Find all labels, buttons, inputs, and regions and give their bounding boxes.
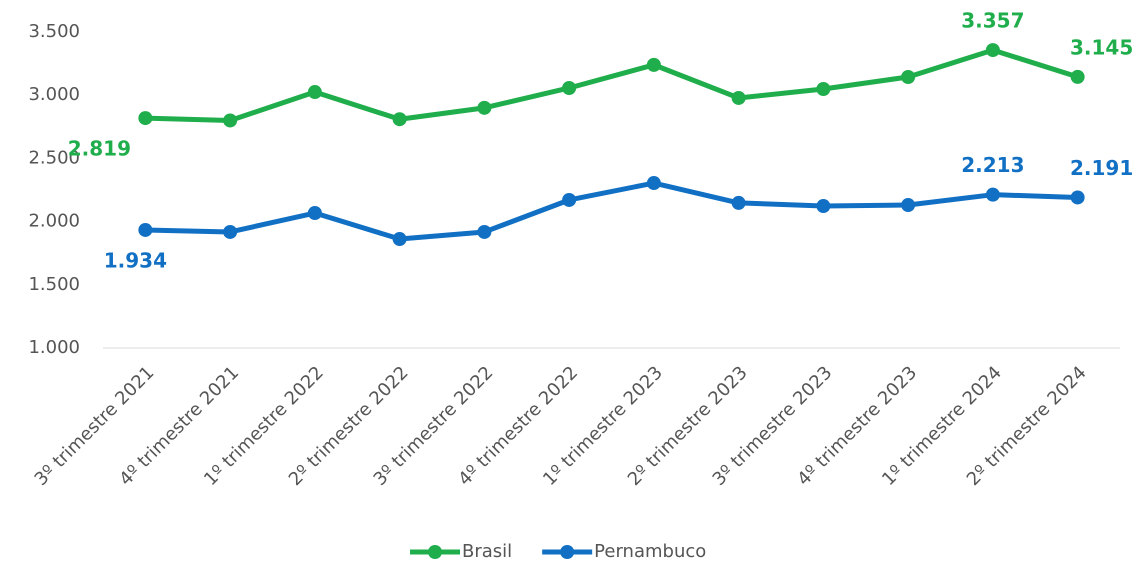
- point: [646, 176, 661, 191]
- data-label: 3.357: [961, 9, 1024, 33]
- point: [901, 69, 916, 84]
- point: [223, 113, 238, 128]
- data-label: 2.191: [1070, 156, 1133, 180]
- y-tick-label: 2.500: [28, 147, 80, 168]
- legend-label: Pernambuco: [594, 541, 706, 562]
- legend-marker: [428, 545, 442, 559]
- point: [223, 224, 238, 239]
- point: [1070, 69, 1085, 84]
- point: [138, 111, 153, 126]
- y-tick-label: 1.500: [28, 274, 80, 295]
- point: [138, 222, 153, 237]
- point: [477, 100, 492, 115]
- point: [392, 112, 407, 127]
- point: [816, 82, 831, 97]
- y-tick-label: 3.000: [28, 84, 80, 105]
- point: [477, 224, 492, 239]
- legend-label: Brasil: [462, 541, 512, 562]
- point: [307, 206, 322, 221]
- point: [562, 192, 577, 207]
- point: [1070, 190, 1085, 205]
- data-label: 2.819: [68, 137, 131, 161]
- y-tick-label: 1.000: [28, 337, 80, 358]
- point: [392, 232, 407, 247]
- point: [816, 199, 831, 214]
- data-label: 3.145: [1070, 35, 1133, 59]
- line: [145, 180, 1078, 242]
- point: [646, 57, 661, 72]
- point: [562, 80, 577, 95]
- point: [985, 43, 1000, 58]
- point: [985, 187, 1000, 202]
- data-label: 1.934: [104, 248, 167, 272]
- point: [901, 198, 916, 213]
- y-tick-label: 2.000: [28, 211, 80, 232]
- point: [307, 85, 322, 100]
- y-tick-label: 3.500: [28, 21, 80, 42]
- line: [145, 47, 1079, 123]
- point: [731, 195, 746, 210]
- data-label: 2.213: [961, 153, 1024, 177]
- point: [731, 90, 746, 105]
- legend-marker: [560, 545, 575, 559]
